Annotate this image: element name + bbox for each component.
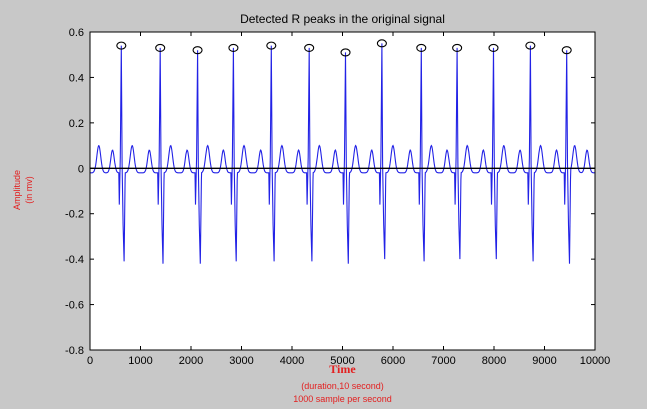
r-peak-marker [228, 43, 239, 52]
x-tick-label: 8000 [482, 355, 506, 367]
x-axis-note-sampling: 1000 sample per second [293, 394, 392, 404]
r-peak-marker [416, 43, 427, 52]
x-tick-label: 2000 [179, 355, 203, 367]
y-tick-label: -0.2 [65, 209, 84, 221]
r-peak-marker [340, 48, 351, 57]
y-axis-label: Amplitude (in mv) [11, 170, 35, 210]
r-peak-marker [525, 41, 536, 50]
x-axis-note-duration: (duration,10 second) [301, 381, 384, 391]
r-peak-marker [561, 46, 572, 55]
y-tick-label: 0.4 [69, 72, 84, 84]
x-tick-label: 0 [87, 355, 93, 367]
r-peak-marker [192, 46, 203, 55]
r-peak-marker [376, 39, 387, 48]
plot-background [90, 32, 595, 350]
y-tick-label: 0.6 [69, 27, 84, 39]
x-tick-label: 4000 [280, 355, 304, 367]
y-tick-label: -0.8 [65, 345, 84, 357]
x-tick-label: 3000 [229, 355, 253, 367]
x-tick-label: 5000 [330, 355, 354, 367]
r-peak-marker [155, 43, 166, 52]
y-tick-label: -0.6 [65, 300, 84, 312]
r-peak-marker [452, 43, 463, 52]
r-peak-marker [116, 41, 127, 50]
x-axis-label: Time [329, 362, 356, 376]
x-tick-label: 7000 [431, 355, 455, 367]
chart-title: Detected R peaks in the original signal [240, 12, 445, 26]
x-tick-label: 1000 [128, 355, 152, 367]
y-tick-label: 0.2 [69, 118, 84, 130]
x-tick-label: 10000 [580, 355, 611, 367]
y-tick-label: 0 [78, 163, 84, 175]
y-tick-label: -0.4 [65, 254, 84, 266]
r-peak-marker [304, 43, 315, 52]
ecg-signal-line [90, 43, 595, 264]
r-peak-marker [488, 43, 499, 52]
y-axis-label-wrap: Amplitude (in mv) [8, 150, 38, 230]
x-tick-label: 6000 [381, 355, 405, 367]
y-axis-label-unit: (in mv) [24, 176, 34, 204]
y-axis-label-text: Amplitude [12, 169, 22, 211]
x-tick-label: 9000 [532, 355, 556, 367]
r-peak-marker [266, 41, 277, 50]
